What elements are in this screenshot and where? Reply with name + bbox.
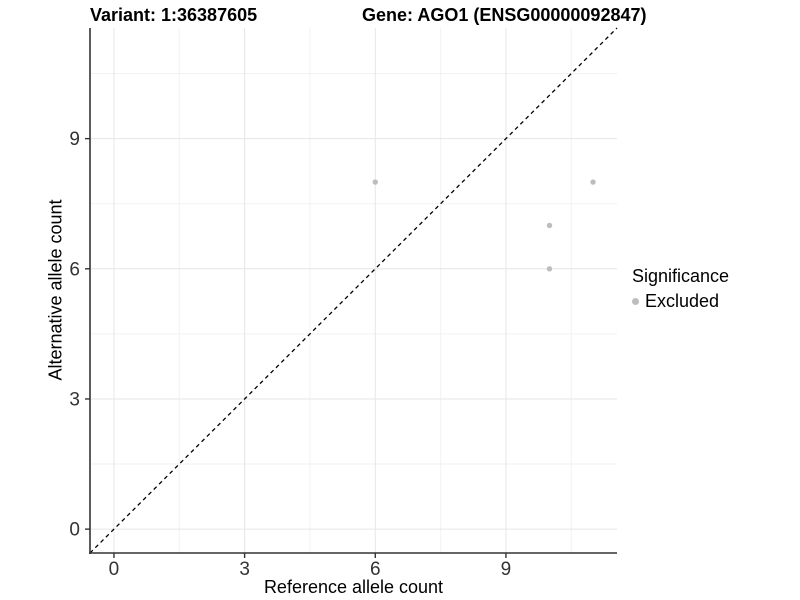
x-tick-label: 0 <box>109 559 120 580</box>
legend-point-icon <box>632 298 639 305</box>
plot-title-gene: Gene: AGO1 (ENSG00000092847) <box>362 5 647 25</box>
data-point <box>546 266 553 272</box>
legend-item-excluded: Excluded <box>632 291 729 312</box>
legend-item-label: Excluded <box>645 291 720 311</box>
legend: Significance Excluded <box>632 266 729 312</box>
y-tick-label: 9 <box>69 129 80 150</box>
data-point <box>590 179 596 185</box>
x-axis-title: Reference allele count <box>263 577 444 597</box>
x-tick-label: 9 <box>501 559 512 580</box>
x-tick-label: 3 <box>239 559 250 580</box>
data-point <box>372 179 378 185</box>
y-tick-label: 3 <box>69 389 80 410</box>
y-tick-label: 0 <box>69 520 80 541</box>
legend-title: Significance <box>632 266 730 286</box>
identity-line <box>89 27 618 554</box>
x-tick-label: 6 <box>370 559 381 580</box>
y-axis-title: Alternative allele count <box>45 199 66 381</box>
data-point <box>546 222 553 229</box>
plot-title-variant: Variant: 1:36387605 <box>90 5 258 25</box>
y-tick-label: 6 <box>69 259 80 280</box>
